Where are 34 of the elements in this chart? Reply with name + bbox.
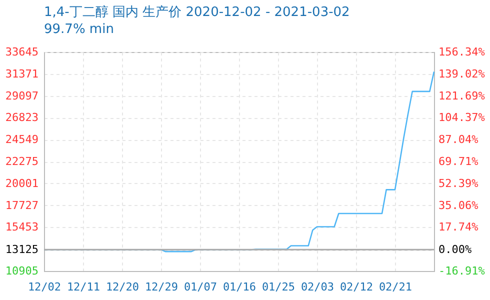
y-tick-label: 29097 xyxy=(5,89,38,102)
y2-tick-label: 0.00% xyxy=(438,243,472,256)
y2-tick-label: -16.91% xyxy=(438,264,486,278)
y-tick-label: 10905 xyxy=(5,264,38,278)
y2-tick-label: 121.69% xyxy=(438,89,486,102)
x-tick-label: 12/02 xyxy=(28,280,62,294)
x-tick-label: 02/03 xyxy=(300,280,334,294)
y2-tick-label: 52.39% xyxy=(438,176,479,190)
y2-tick-label: 17.74% xyxy=(438,220,479,234)
y2-tick-label: 35.06% xyxy=(438,198,479,212)
x-tick-label: 02/12 xyxy=(340,280,374,294)
y2-tick-label: 139.02% xyxy=(438,67,486,80)
chart-subtitle: 99.7% min xyxy=(44,22,114,37)
y-tick-label: 17727 xyxy=(5,198,38,212)
x-tick-label: 12/11 xyxy=(66,280,100,294)
x-tick-label: 12/29 xyxy=(144,280,178,294)
y-tick-label: 22275 xyxy=(5,155,38,168)
y-tick-label: 24549 xyxy=(5,133,38,146)
y2-tick-label: 104.37% xyxy=(438,111,486,124)
x-tick-label: 02/21 xyxy=(378,280,412,294)
y-tick-label: 31371 xyxy=(5,67,38,80)
chart-title: 1,4-丁二醇 国内 生产价 2020-12-02 - 2021-03-02 xyxy=(44,5,350,20)
x-tick-label: 01/16 xyxy=(222,280,256,294)
y-tick-label: 15453 xyxy=(5,220,38,234)
x-tick-label: 01/25 xyxy=(262,280,296,294)
y-tick-label: 33645 xyxy=(5,46,38,58)
x-tick-label: 12/20 xyxy=(106,280,140,294)
y2-tick-label: 87.04% xyxy=(438,133,479,146)
x-tick-label: 01/07 xyxy=(184,280,218,294)
y-tick-label: 26823 xyxy=(5,111,38,124)
y-tick-label: 13125 xyxy=(5,243,38,256)
y-tick-label: 20001 xyxy=(5,176,38,190)
y2-tick-label: 156.34% xyxy=(438,46,486,58)
y2-tick-label: 69.71% xyxy=(438,155,479,168)
